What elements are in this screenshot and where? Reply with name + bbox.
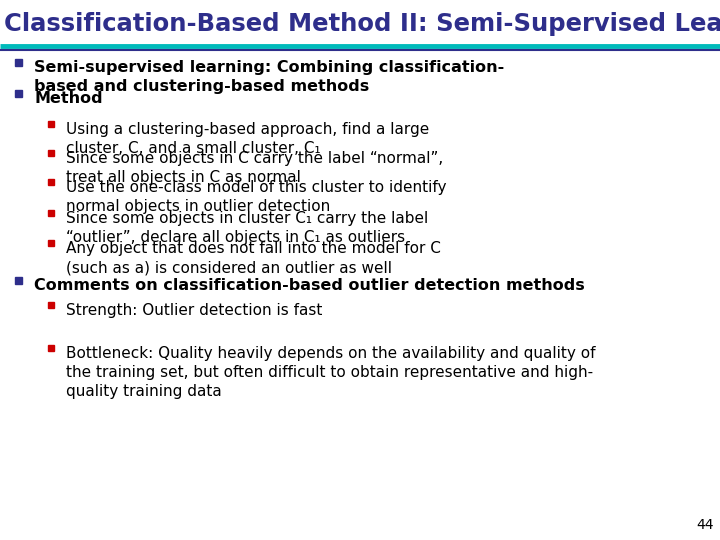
Text: Use the one-class model of this cluster to identify
normal objects in outlier de: Use the one-class model of this cluster … bbox=[66, 180, 446, 214]
Bar bbox=[48, 179, 54, 185]
Text: Any object that does not fall into the model for C
(such as a) is considered an : Any object that does not fall into the m… bbox=[66, 241, 441, 275]
Bar bbox=[14, 90, 22, 97]
Text: Comments on classification-based outlier detection methods: Comments on classification-based outlier… bbox=[34, 278, 585, 293]
Bar bbox=[48, 210, 54, 216]
Text: Bottleneck: Quality heavily depends on the availability and quality of
the train: Bottleneck: Quality heavily depends on t… bbox=[66, 346, 595, 400]
Text: Since some objects in C carry the label “normal”,
treat all objects in C as norm: Since some objects in C carry the label … bbox=[66, 151, 444, 185]
Bar bbox=[48, 302, 54, 308]
Bar bbox=[48, 240, 54, 246]
Text: Semi-supervised learning: Combining classification-
based and clustering-based m: Semi-supervised learning: Combining clas… bbox=[34, 60, 504, 94]
Bar bbox=[14, 58, 22, 65]
Bar bbox=[14, 276, 22, 284]
Text: Strength: Outlier detection is fast: Strength: Outlier detection is fast bbox=[66, 303, 323, 318]
Bar bbox=[48, 150, 54, 156]
Text: 44: 44 bbox=[696, 518, 714, 532]
Bar bbox=[48, 345, 54, 351]
Text: Since some objects in cluster C₁ carry the label
“outlier”, declare all objects : Since some objects in cluster C₁ carry t… bbox=[66, 211, 428, 245]
Bar bbox=[48, 122, 54, 127]
Text: Classification-Based Method II: Semi-Supervised Learning: Classification-Based Method II: Semi-Sup… bbox=[4, 12, 720, 36]
Text: Using a clustering-based approach, find a large
cluster, C, and a small cluster,: Using a clustering-based approach, find … bbox=[66, 122, 429, 156]
Text: Method: Method bbox=[34, 91, 103, 106]
